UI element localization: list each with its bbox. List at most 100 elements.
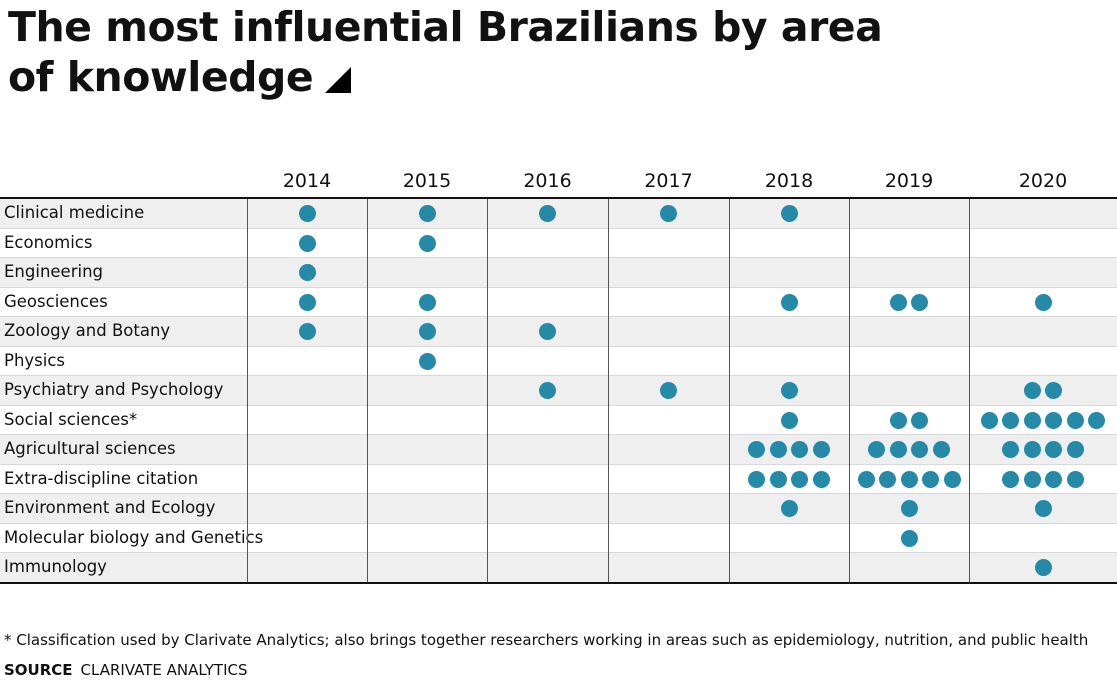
source: SOURCE CLARIVATE ANALYTICS xyxy=(4,661,248,679)
data-dot xyxy=(911,441,929,458)
year-header: 2020 xyxy=(1018,170,1068,192)
data-dot xyxy=(791,470,809,488)
top-rule xyxy=(0,197,1117,199)
data-dot xyxy=(298,205,316,222)
data-dot xyxy=(1002,441,1020,458)
data-dot xyxy=(1023,470,1041,488)
table-row: Immunology xyxy=(0,553,1117,583)
row-label: Agricultural sciences xyxy=(4,439,176,458)
row-label: Physics xyxy=(4,350,66,370)
row-label: Social sciences* xyxy=(4,409,138,429)
data-dot xyxy=(298,264,316,281)
row-label: Molecular biology and Genetics xyxy=(4,527,264,547)
table-row: Clinical medicine xyxy=(0,199,1117,229)
chart-title: The most influential Brazilians by area … xyxy=(8,2,908,102)
data-dot xyxy=(922,470,939,488)
data-dot xyxy=(868,441,886,458)
table-row: Zoology and Botany xyxy=(0,317,1117,347)
data-dot xyxy=(900,470,918,488)
data-dot xyxy=(780,205,798,222)
table-row: Geosciences xyxy=(0,288,1117,317)
data-dot xyxy=(911,411,929,429)
table-row: Physics xyxy=(0,347,1117,376)
row-label: Psychiatry and Psychology xyxy=(4,380,224,399)
data-dot xyxy=(780,411,798,429)
year-header: 2015 xyxy=(402,170,452,192)
data-dot xyxy=(900,529,918,547)
data-dot xyxy=(889,293,907,311)
data-dot xyxy=(539,205,556,222)
data-dot xyxy=(980,411,998,429)
data-dot xyxy=(943,470,961,488)
data-dot xyxy=(769,441,787,458)
row-label: Environment and Ecology xyxy=(4,498,216,517)
source-label: SOURCE xyxy=(4,661,73,679)
column-divider xyxy=(608,199,609,583)
data-dot xyxy=(780,500,798,517)
data-dot xyxy=(418,293,436,311)
data-dot xyxy=(780,293,798,311)
data-dot xyxy=(1045,382,1063,399)
row-label: Zoology and Botany xyxy=(4,321,171,340)
data-dot xyxy=(791,441,809,458)
data-dot xyxy=(539,323,556,340)
data-dot xyxy=(889,441,907,458)
row-label: Extra-discipline citation xyxy=(4,468,199,488)
row-label: Economics xyxy=(4,232,93,252)
data-dot xyxy=(298,234,316,252)
data-dot xyxy=(298,323,316,340)
year-header: 2019 xyxy=(884,170,934,192)
bottom-rule xyxy=(0,582,1117,584)
table-row: Psychiatry and Psychology xyxy=(0,376,1117,406)
column-divider xyxy=(729,199,730,583)
year-header: 2018 xyxy=(764,170,814,192)
column-divider xyxy=(487,199,488,583)
table-row: Economics xyxy=(0,229,1117,258)
year-header: 2014 xyxy=(282,170,332,192)
footnote: * Classification used by Clarivate Analy… xyxy=(4,631,1089,649)
table-row: Agricultural sciences xyxy=(0,435,1117,465)
data-dot xyxy=(812,470,830,488)
data-dot xyxy=(660,382,677,399)
data-dot xyxy=(1002,411,1020,429)
data-dot xyxy=(1066,441,1084,458)
row-label: Immunology xyxy=(4,557,107,576)
column-divider xyxy=(247,199,248,583)
data-dot xyxy=(812,441,830,458)
table-row: Engineering xyxy=(0,258,1117,288)
triangle-icon xyxy=(325,67,352,93)
data-dot xyxy=(1023,441,1041,458)
data-dot xyxy=(1002,470,1020,488)
table-row: Environment and Ecology xyxy=(0,494,1117,524)
table-row: Social sciences* xyxy=(0,406,1117,435)
data-dot xyxy=(900,500,918,517)
data-dot xyxy=(1034,559,1052,576)
data-dot xyxy=(932,441,950,458)
data-dot xyxy=(418,323,436,340)
year-header: 2016 xyxy=(523,170,572,192)
data-dot xyxy=(1034,293,1052,311)
table-row: Molecular biology and Genetics xyxy=(0,524,1117,553)
column-divider xyxy=(849,199,850,583)
data-dot xyxy=(298,293,316,311)
data-dot xyxy=(769,470,787,488)
title-text: The most influential Brazilians by area … xyxy=(8,3,883,101)
data-dot xyxy=(1023,411,1041,429)
data-dot xyxy=(889,411,907,429)
row-label: Clinical medicine xyxy=(4,203,145,222)
data-dot xyxy=(539,382,556,399)
data-dot xyxy=(1045,441,1063,458)
table-row: Extra-discipline citation xyxy=(0,465,1117,494)
data-dot xyxy=(1045,470,1063,488)
row-label: Geosciences xyxy=(4,291,108,311)
data-dot xyxy=(418,205,436,222)
column-divider xyxy=(969,199,970,583)
column-divider xyxy=(367,199,368,583)
data-dot xyxy=(857,470,875,488)
data-dot xyxy=(1045,411,1063,429)
data-dot xyxy=(1066,470,1084,488)
source-text: CLARIVATE ANALYTICS xyxy=(80,661,248,679)
data-dot xyxy=(1034,500,1052,517)
data-dot xyxy=(418,352,436,370)
data-dot xyxy=(748,470,766,488)
